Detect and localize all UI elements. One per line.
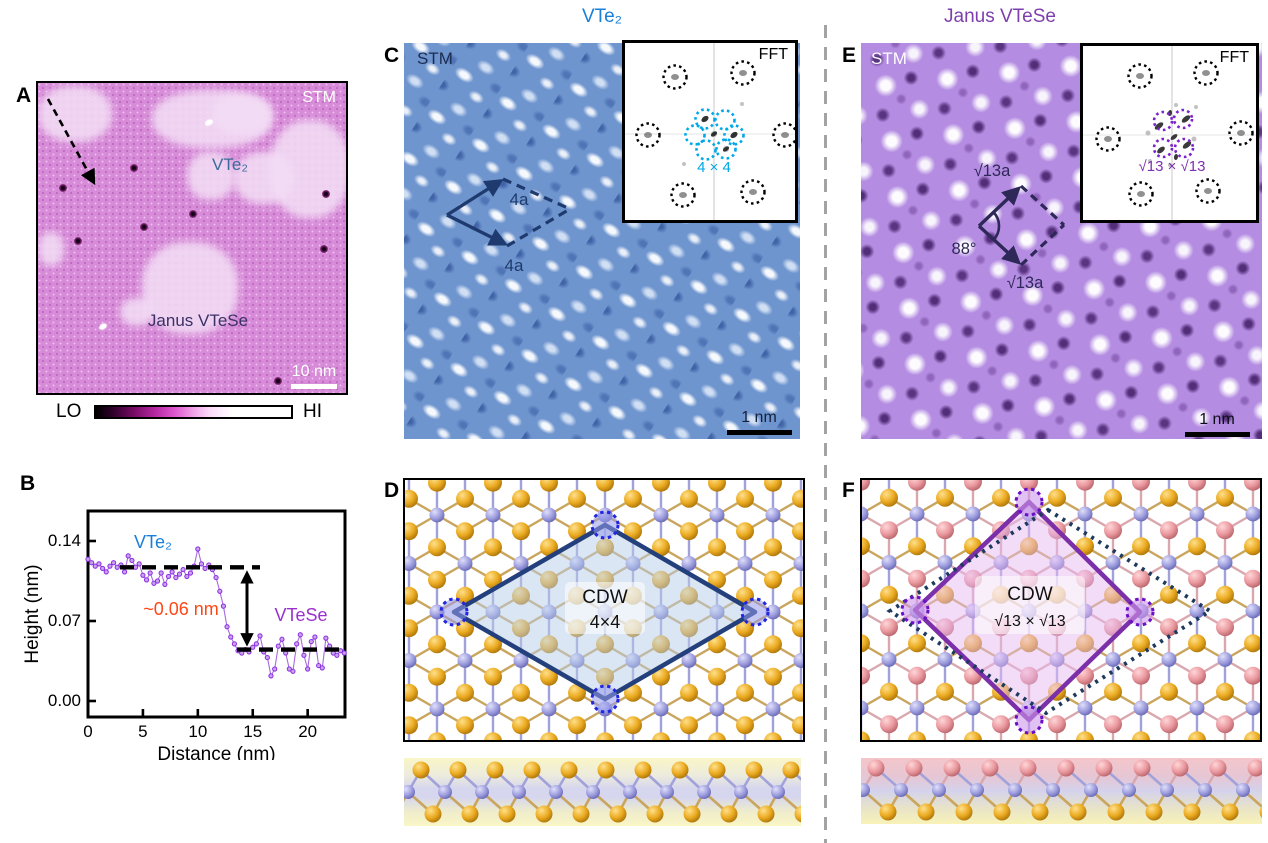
defect-arrow-icon: [46, 98, 96, 186]
scale-bar-c: [727, 430, 792, 435]
defect-dot: [274, 377, 282, 385]
model-top-view-d: CDW 4×4: [403, 478, 805, 742]
vector-label-sqrt13a-bottom: √13a: [1007, 274, 1044, 292]
fft-label-c: FFT: [758, 46, 788, 63]
stm-image-e: √13a 88° √13a STM 1 nm: [861, 43, 1262, 439]
scale-bar-e: [1185, 432, 1250, 437]
cdw-order-d: 4×4: [590, 612, 621, 632]
cdw-cell-overlay-d: CDW 4×4: [439, 510, 770, 714]
defect-dot: [140, 223, 148, 231]
panel-c-title: VTe₂: [581, 6, 623, 27]
stm-technique-label-c: STM: [417, 49, 453, 68]
section-divider: [824, 25, 827, 843]
vector-label-sqrt13a-top: √13a: [974, 162, 1011, 180]
defect-dot: [189, 210, 197, 218]
vte2-island-patch: [38, 232, 64, 266]
stm-technique-label-e: STM: [871, 49, 907, 68]
svg-text:0.07: 0.07: [48, 611, 81, 630]
scale-bar-label-a: 10 nm: [291, 363, 337, 380]
vte2-island-patch: [142, 242, 238, 334]
panel-label-a: A: [16, 84, 32, 107]
svg-text:~0.06 nm: ~0.06 nm: [143, 599, 219, 619]
cdw-cell-overlay-f: CDW √13 × √13: [886, 487, 1214, 735]
vte2-island-patch: [270, 120, 346, 218]
fft-pattern-c: [625, 43, 795, 220]
reference-4x4-cell-outline: [886, 507, 1214, 716]
panel-label-d: D: [384, 479, 400, 502]
colorbar-low-label: LO: [56, 401, 82, 422]
stm-image-c: 4a 4a STM 1 nm: [404, 43, 800, 439]
defect-dot: [59, 184, 67, 192]
height-profile-chart: 0 5 10 15 20 0.00 0.07 0.14 Distance (nm) Height …: [22, 509, 347, 760]
svg-text:0: 0: [83, 722, 92, 741]
vector-label-4a-top: 4a: [510, 190, 529, 209]
svg-text:5: 5: [138, 722, 147, 741]
defect-dot: [74, 237, 82, 245]
model-side-view-f: [861, 758, 1262, 824]
side-view-lattice-d: [404, 761, 801, 823]
panel-e-title: Janus VTeSe: [944, 6, 1056, 27]
vte2-island-patch: [187, 152, 235, 200]
vte2-island-patch: [38, 86, 112, 142]
svg-text:VTeSe: VTeSe: [274, 605, 327, 625]
scale-bar-a: [291, 384, 337, 389]
cdw-unitcell-annotation-e: √13a 88° √13a: [952, 162, 1066, 292]
panel-label-c: C: [384, 44, 400, 67]
defect-dot: [130, 164, 138, 172]
fft-pattern-e: [1083, 46, 1256, 220]
region-label-vte2: VTe₂: [212, 155, 248, 174]
scale-bar-label-c: 1 nm: [741, 409, 777, 426]
colorbar-gradient: [94, 405, 293, 419]
svg-text:10: 10: [188, 722, 207, 741]
panel-label-b: B: [20, 472, 36, 495]
cdw-text-d: CDW: [582, 587, 627, 608]
fft-order-label-e: √13 × √13: [1138, 158, 1206, 175]
svg-text:Height (nm): Height (nm): [22, 564, 43, 663]
svg-text:VTe₂: VTe₂: [134, 532, 172, 552]
stm-image-a: STM VTe₂ Janus VTeSe 10 nm: [36, 81, 348, 395]
cdw-text-f: CDW: [1007, 584, 1052, 605]
colorbar-high-label: HI: [303, 401, 322, 422]
scale-bar-label-e: 1 nm: [1199, 411, 1235, 428]
defect-dot: [320, 245, 328, 253]
svg-text:15: 15: [243, 722, 262, 741]
fft-inset-c: FFT 4 × 4: [622, 40, 798, 223]
fft-inset-e: FFT √13 × √13: [1080, 43, 1259, 223]
panel-label-f: F: [842, 479, 855, 502]
side-view-lattice-f: [861, 759, 1262, 821]
stm-technique-label-a: STM: [302, 89, 336, 106]
svg-text:0.00: 0.00: [48, 691, 81, 710]
cdw-order-f: √13 × √13: [994, 613, 1065, 630]
svg-text:Distance (nm): Distance (nm): [157, 744, 275, 760]
fft-label-e: FFT: [1219, 49, 1249, 66]
region-label-janus-vtese: Janus VTeSe: [147, 311, 249, 330]
vector-label-4a-bottom: 4a: [505, 256, 524, 275]
model-top-view-f: CDW √13 × √13: [860, 478, 1262, 742]
model-side-view-d: [404, 758, 801, 826]
panel-label-e: E: [842, 44, 857, 67]
defect-dot: [322, 190, 330, 198]
angle-label-88deg: 88°: [952, 240, 977, 258]
svg-text:20: 20: [298, 722, 317, 741]
svg-text:0.14: 0.14: [48, 531, 81, 550]
fft-order-label-c: 4 × 4: [697, 159, 731, 176]
cdw-unitcell-annotation-c: 4a 4a: [446, 177, 571, 275]
